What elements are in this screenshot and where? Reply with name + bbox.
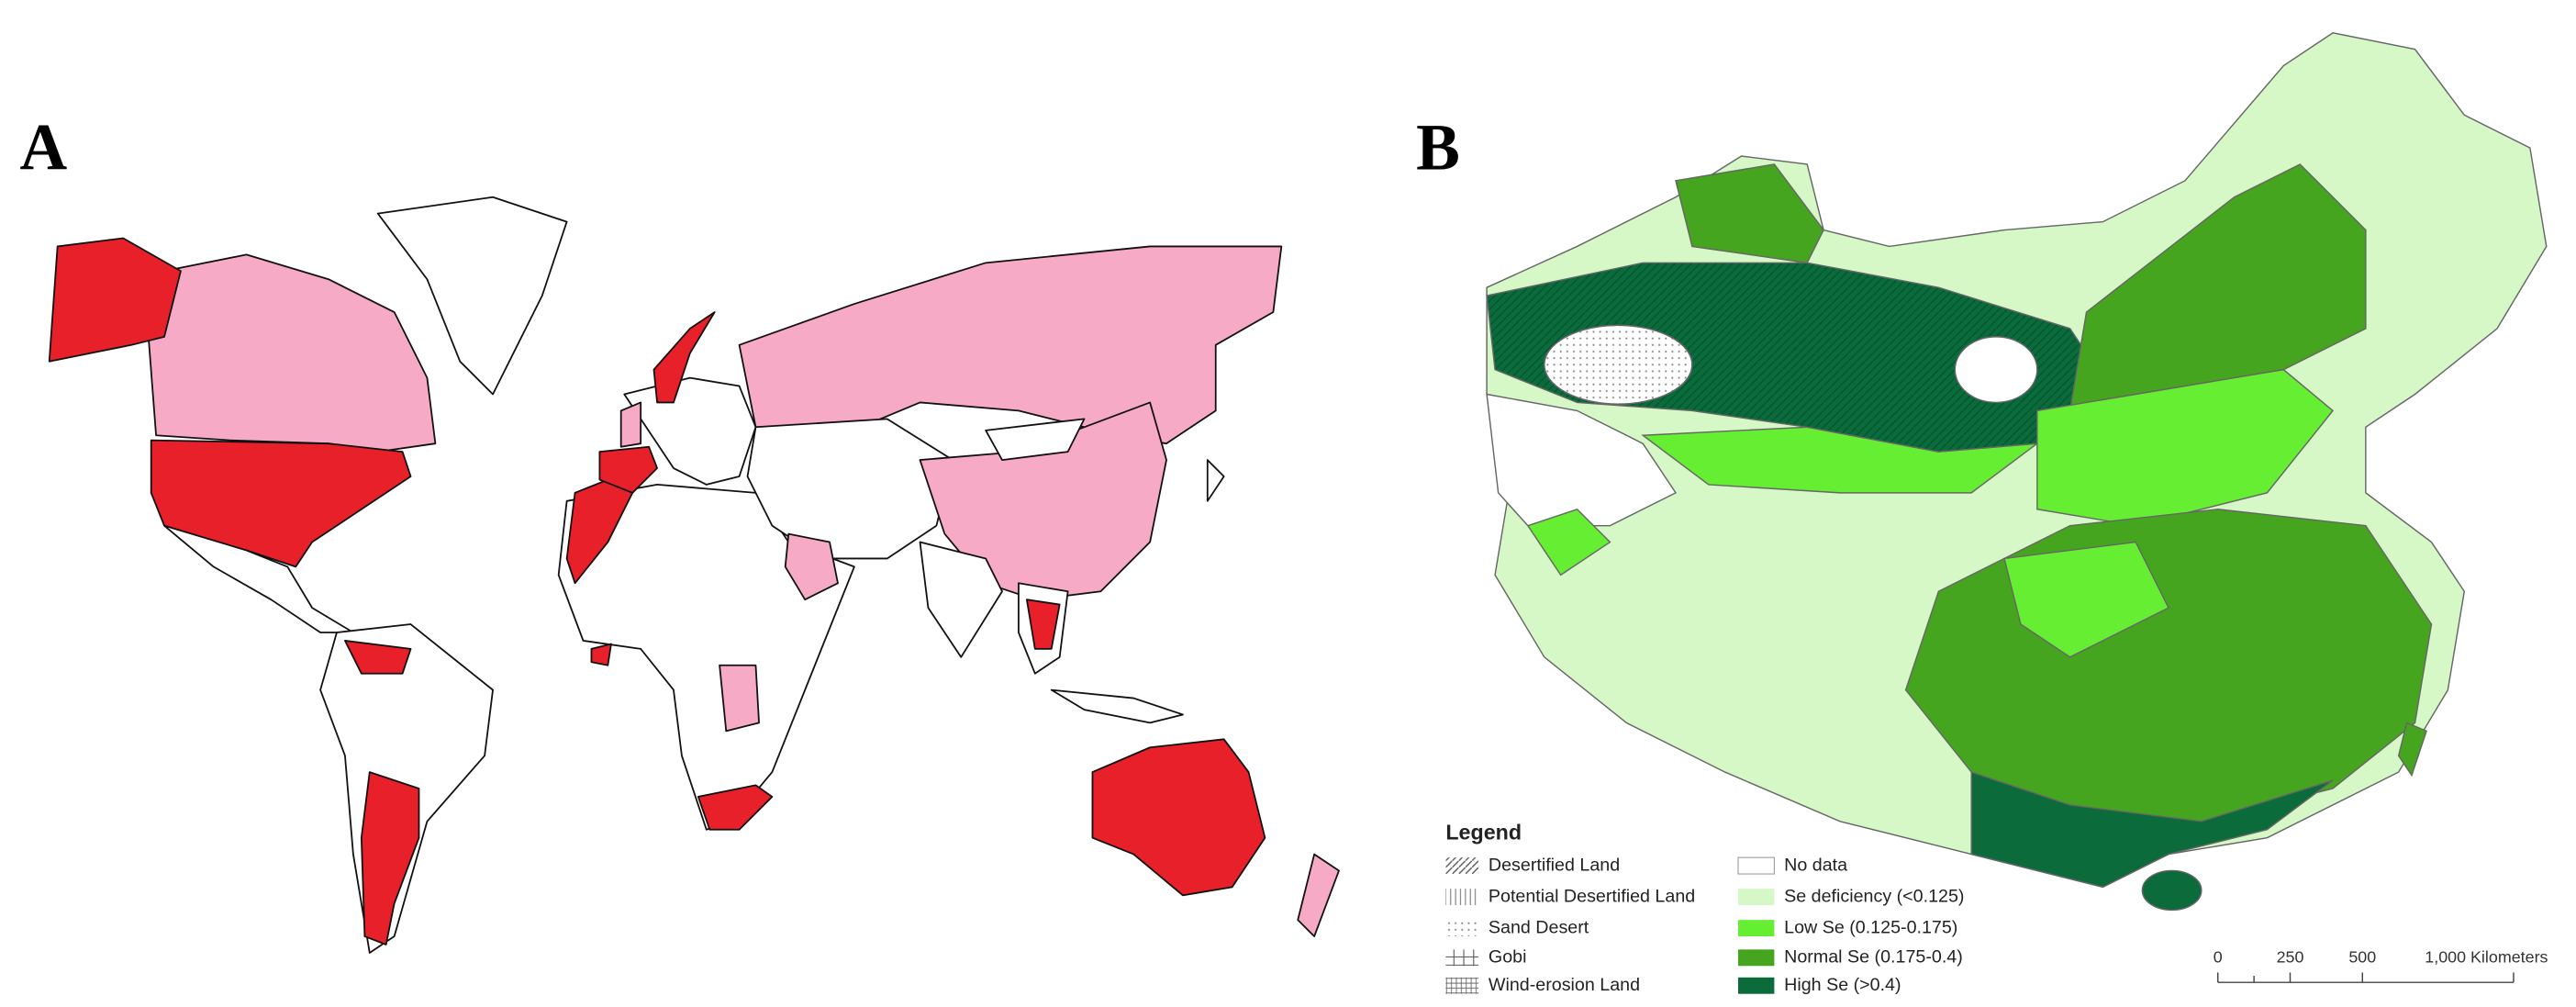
region — [2141, 869, 2202, 912]
legend-swatch — [1445, 889, 1479, 906]
scale-label: 0 — [2214, 948, 2223, 967]
country — [598, 445, 658, 494]
region — [1526, 508, 1611, 576]
country — [344, 640, 412, 675]
scale-label: 1,000 Kilometers — [2425, 948, 2548, 967]
legend-label: Se deficiency (<0.125) — [1784, 886, 1964, 906]
region — [2003, 541, 2169, 658]
panel-label: B — [1416, 111, 1460, 184]
country — [784, 532, 839, 601]
sand-desert — [1544, 324, 1693, 405]
legend-swatch — [1445, 920, 1479, 937]
panel-label: A — [19, 111, 67, 184]
country — [623, 376, 757, 486]
country — [697, 784, 774, 831]
country — [360, 771, 420, 945]
region — [2397, 722, 2427, 778]
region — [1486, 393, 1678, 527]
country — [619, 401, 642, 448]
legend-swatch — [1445, 949, 1479, 967]
country — [919, 541, 1003, 658]
scale-label: 500 — [2348, 948, 2376, 967]
legend-swatch — [1738, 920, 1775, 937]
country — [590, 643, 612, 666]
country — [376, 196, 568, 396]
legend-label: Low Se (0.125-0.175) — [1784, 917, 1957, 937]
country — [719, 664, 760, 733]
country — [48, 237, 182, 363]
country — [985, 418, 1086, 461]
region — [1675, 163, 1824, 264]
country — [1297, 853, 1340, 937]
country — [1206, 459, 1225, 502]
legend: Legend Desertified Land Potential Desert… — [1445, 820, 1964, 995]
legend-label: Potential Desertified Land — [1489, 886, 1695, 906]
region — [1970, 771, 2334, 889]
legend-swatch — [1738, 889, 1775, 906]
country — [746, 418, 954, 560]
legend-swatch — [1738, 949, 1775, 967]
legend-label: No data — [1784, 855, 1847, 875]
country — [150, 439, 412, 568]
legend-label: Wind-erosion Land — [1489, 975, 1640, 995]
legend-swatch — [1738, 977, 1775, 994]
scale-label: 250 — [2277, 948, 2304, 967]
legend-label: Normal Se (0.175-0.4) — [1784, 947, 1963, 968]
scale-bar — [2217, 972, 2515, 983]
country — [1050, 688, 1184, 724]
legend-title: Legend — [1445, 820, 1522, 844]
country — [652, 311, 716, 404]
country — [147, 253, 437, 453]
legend-label: Desertified Land — [1489, 855, 1620, 875]
legend-swatch — [1737, 856, 1775, 875]
china-map — [1486, 32, 2548, 912]
legend-label: Gobi — [1489, 947, 1527, 968]
world-map — [48, 196, 1340, 954]
legend-swatch — [1445, 857, 1479, 875]
legend-label: Sand Desert — [1489, 917, 1589, 937]
legend-swatch — [1445, 977, 1479, 994]
country — [738, 245, 1283, 445]
legend-label: High Se (>0.4) — [1784, 975, 1901, 995]
country — [1025, 599, 1061, 650]
region — [2036, 368, 2335, 527]
sand-desert — [1954, 336, 2038, 404]
country — [1091, 738, 1266, 897]
